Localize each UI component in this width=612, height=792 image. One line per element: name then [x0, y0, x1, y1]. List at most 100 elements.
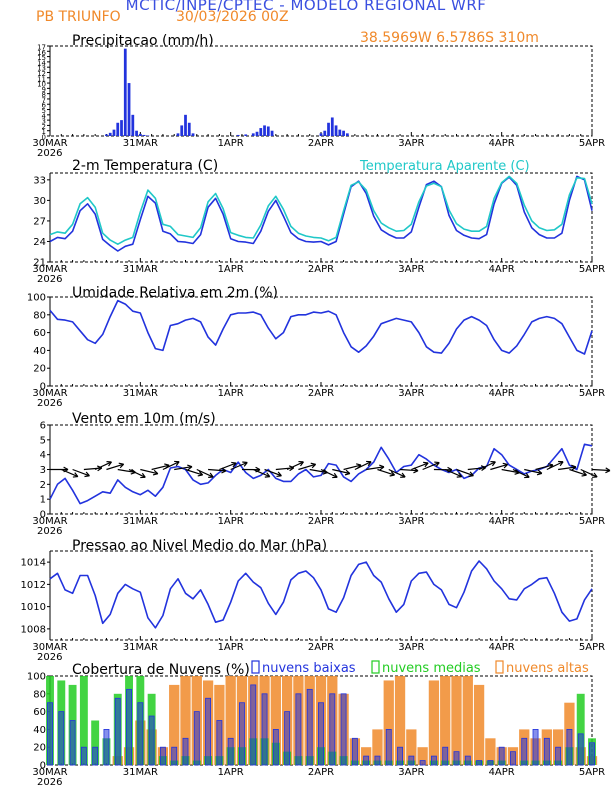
cloud-bar-nuvens-baixas [80, 746, 87, 766]
panel-4-frame [50, 550, 593, 641]
cloud-bar-nuvens-baixas [476, 760, 483, 766]
cloud-bar-nuvens-baixas [419, 760, 426, 766]
panel-1-frame [50, 172, 593, 263]
cloud-bar-nuvens-baixas [261, 693, 268, 766]
x-date-label: 30MAR [32, 388, 67, 399]
panel-3-title: Vento em 10m (m/s) [72, 411, 216, 427]
x-date-label: 3APR [398, 642, 424, 653]
wind-barb-head [264, 472, 271, 478]
precip-bar [244, 134, 248, 136]
cloud-bar-nuvens-baixas [521, 737, 528, 766]
precip-bar [255, 131, 259, 136]
x-year-label: 2026 [37, 398, 62, 409]
cloud-bar-nuvens-baixas [159, 746, 166, 766]
cloud-bar-nuvens-baixas [306, 688, 313, 766]
precip-bar [180, 125, 184, 136]
cloud-bar-nuvens-altas [225, 676, 236, 765]
y-tick-label: 9 [42, 86, 46, 94]
x-date-label: 3APR [398, 264, 424, 275]
x-date-label: 5APR [579, 388, 605, 399]
precip-bar [266, 126, 270, 136]
x-date-label: 3APR [398, 767, 424, 778]
cloud-bar-nuvens-altas [406, 729, 417, 765]
precip-bar [135, 130, 138, 136]
precip-bar [146, 135, 150, 136]
wind-barb [298, 463, 316, 471]
cloud-bar-nuvens-baixas [137, 702, 144, 766]
precip-bar [127, 83, 131, 136]
cloud-bar-nuvens-medias [576, 693, 585, 765]
panel-3-series-0-line [49, 443, 593, 505]
precip-bar [105, 134, 108, 136]
cloud-bar-nuvens-baixas [126, 688, 132, 766]
cloud-bar-nuvens-baixas [577, 733, 584, 766]
cloud-bar-nuvens-baixas [487, 760, 494, 766]
cloud-bar-nuvens-altas [462, 676, 473, 765]
cloud-bar-nuvens-baixas [103, 729, 110, 766]
panel-0-title: Precipitacao (mm/h) [72, 33, 214, 49]
cloud-bar-nuvens-medias [91, 720, 100, 765]
wind-barb-head [332, 472, 338, 479]
wind-barb [230, 461, 248, 471]
wind-barb [94, 461, 112, 471]
cloud-bar-nuvens-baixas [397, 746, 403, 766]
x-date-label: 5APR [579, 138, 605, 149]
cloud-bar-nuvens-baixas [69, 720, 76, 766]
x-date-label: 3APR [398, 516, 424, 527]
precip-bar [184, 114, 187, 136]
y-tick-label: 4 [42, 112, 47, 120]
wind-barb [264, 468, 282, 477]
wind-barb [332, 468, 350, 475]
wind-barb [140, 468, 158, 475]
wind-barb [354, 461, 372, 471]
wind-barb-head [187, 464, 193, 471]
x-date-label: 1APR [218, 642, 244, 653]
y-tick-label: 33 [33, 175, 46, 186]
wind-barb-head [208, 472, 214, 478]
x-date-label: 1APR [218, 388, 244, 399]
wind-barb-head [106, 461, 112, 467]
panel-1-title: 2-m Temperatura (C) [72, 158, 218, 174]
y-tick-label: 2 [42, 123, 46, 131]
precip-bar [138, 133, 142, 136]
cloud-bar-nuvens-baixas [284, 711, 291, 766]
y-tick-label: 24 [33, 237, 46, 248]
cloud-bar-nuvens-baixas [114, 697, 121, 766]
y-tick-label: 7 [42, 96, 46, 104]
y-tick-label: 0 [40, 382, 46, 393]
x-date-label: 1APR [218, 264, 244, 275]
y-tick-label: 0 [40, 761, 46, 772]
wind-barb-head [140, 472, 146, 479]
wind-barb-head [72, 472, 79, 478]
cloud-bar-nuvens-baixas [47, 702, 53, 766]
cloud-bar-nuvens-baixas [193, 711, 200, 766]
cloud-bar-nuvens-baixas [385, 729, 392, 766]
wind-barb-head [536, 469, 543, 476]
y-tick-label: 6 [40, 421, 46, 432]
y-tick-label: 5 [40, 435, 46, 446]
precip-bar [270, 130, 274, 136]
wind-barb-head [456, 472, 463, 478]
wind-barb-head [310, 462, 317, 469]
cloud-bar-nuvens-altas [473, 684, 485, 765]
x-year-label: 2026 [37, 526, 62, 537]
precip-bar [319, 133, 323, 136]
cloud-legend-label: nuvens medias [382, 661, 481, 676]
y-tick-label: 13 [37, 65, 46, 73]
cloud-bar-nuvens-baixas [430, 755, 437, 766]
wind-barb-head [344, 469, 351, 476]
cloud-bar-nuvens-baixas [182, 737, 189, 766]
panel-1-series-0-line [49, 175, 593, 252]
x-date-label: 4APR [489, 138, 515, 149]
y-tick-label: 40 [33, 725, 46, 736]
cloud-bar-nuvens-altas [451, 676, 462, 765]
cloud-bar-nuvens-altas [428, 680, 440, 765]
wind-barb-head [434, 461, 440, 467]
cloud-bar-nuvens-baixas [464, 755, 471, 766]
x-date-label: 31MAR [123, 264, 158, 275]
y-tick-label: 0 [42, 134, 46, 142]
cloud-bar-nuvens-baixas [318, 702, 324, 766]
wind-barb [411, 462, 429, 471]
cloud-bar-nuvens-altas [485, 738, 496, 765]
wind-barb [106, 463, 124, 471]
